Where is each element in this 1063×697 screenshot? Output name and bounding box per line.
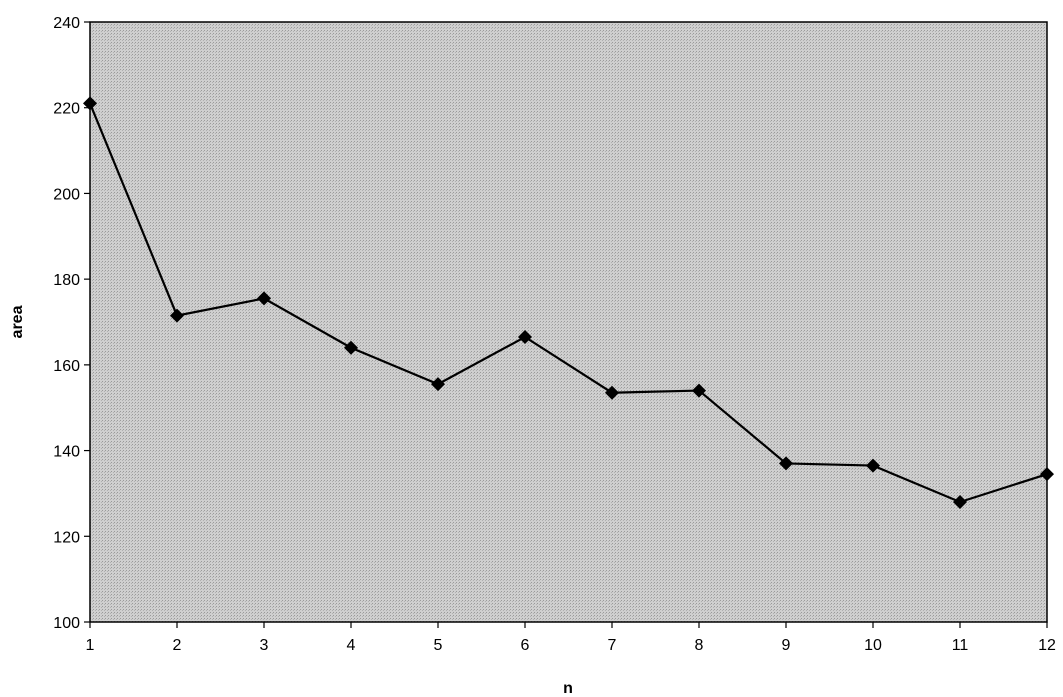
data-point xyxy=(518,330,532,344)
data-point xyxy=(170,308,184,323)
y-tick-label: 140 xyxy=(53,444,80,461)
data-point xyxy=(953,495,967,509)
x-tick-label: 3 xyxy=(260,637,269,654)
y-tick-label: 100 xyxy=(53,615,80,632)
x-tick-label: 10 xyxy=(864,637,882,654)
series-layer xyxy=(83,96,1054,509)
x-tick-label: 8 xyxy=(695,637,704,654)
y-tick-label: 180 xyxy=(53,272,80,289)
y-axis: 100 120 140 160 180 200 220 240 xyxy=(53,15,90,632)
data-point xyxy=(779,456,793,471)
data-point xyxy=(866,458,880,473)
x-tick-label: 1 xyxy=(86,637,95,654)
y-tick-label: 160 xyxy=(53,358,80,375)
series-line xyxy=(88,103,1048,504)
data-point xyxy=(344,340,358,355)
data-point xyxy=(1040,467,1054,482)
data-point xyxy=(83,96,97,111)
x-tick-label: 5 xyxy=(434,637,443,654)
x-axis: 1 2 3 4 5 6 7 8 9 10 11 12 xyxy=(86,622,1056,654)
data-point xyxy=(431,377,445,392)
x-tick-label: 12 xyxy=(1038,637,1056,654)
x-tick-label: 6 xyxy=(521,637,530,654)
y-tick-label: 120 xyxy=(53,529,80,546)
x-tick-label: 2 xyxy=(173,637,182,654)
data-point xyxy=(692,383,706,398)
x-tick-label: 7 xyxy=(608,637,617,654)
y-tick-label: 200 xyxy=(53,186,80,203)
y-axis-label: area xyxy=(9,305,26,338)
data-point xyxy=(257,291,271,306)
x-axis-label: n xyxy=(563,680,573,697)
plot-area xyxy=(89,21,1048,623)
data-point xyxy=(605,385,619,400)
y-tick-label: 240 xyxy=(53,15,80,32)
x-tick-label: 9 xyxy=(782,637,791,654)
y-tick-label: 220 xyxy=(53,101,80,118)
x-tick-label: 4 xyxy=(347,637,356,654)
x-tick-label: 11 xyxy=(952,637,969,654)
